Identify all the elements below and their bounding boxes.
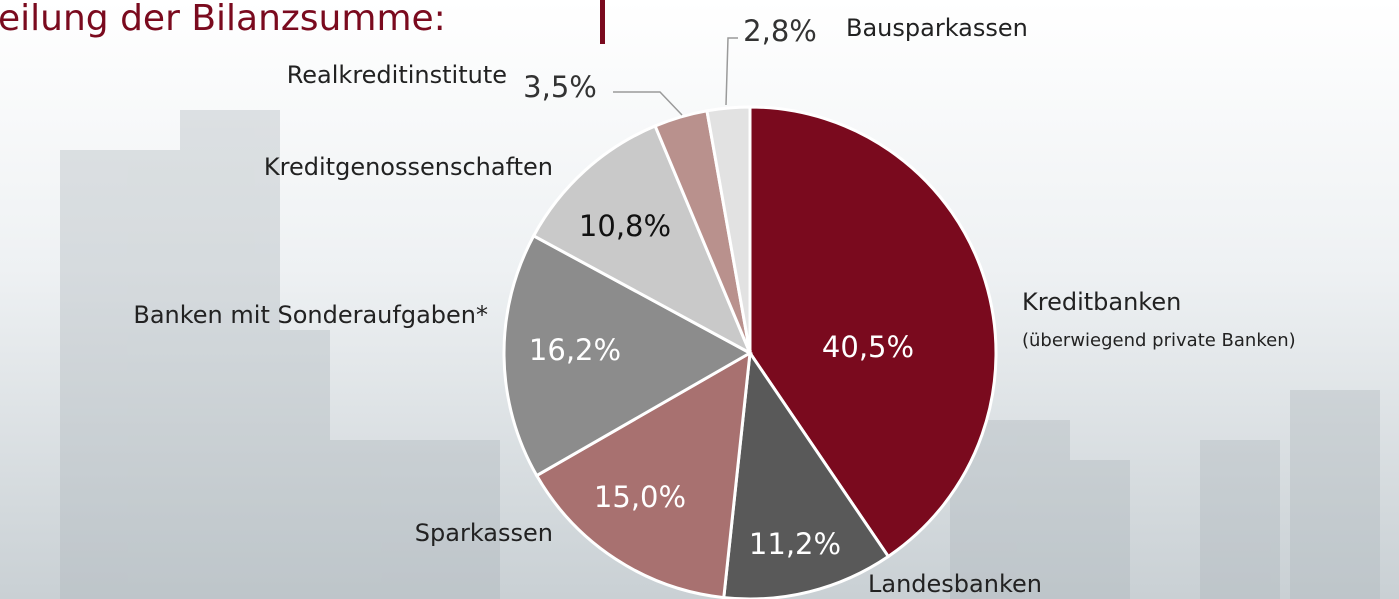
category-label: Realkreditinstitute bbox=[287, 61, 507, 89]
chart: eilung der Bilanzsumme: 40,5% Kreditbanke… bbox=[0, 0, 1399, 599]
value-label: 15,0% bbox=[594, 480, 686, 514]
category-label: Bausparkassen bbox=[846, 14, 1028, 42]
category-label: Kreditbanken bbox=[1022, 288, 1181, 316]
title-bar bbox=[600, 0, 605, 44]
category-label: Banken mit Sonderaufgaben* bbox=[133, 301, 488, 329]
chart-title: eilung der Bilanzsumme: bbox=[0, 0, 446, 39]
page: eilung der Bilanzsumme: 40,5% Kreditbanke… bbox=[0, 0, 1399, 599]
category-label: Kreditgenossenschaften bbox=[264, 153, 553, 181]
category-label: Sparkassen bbox=[415, 519, 553, 547]
value-label: 3,5% bbox=[523, 70, 597, 104]
category-note: (überwiegend private Banken) bbox=[1022, 330, 1296, 351]
category-label: Landesbanken bbox=[868, 570, 1042, 598]
value-label: 40,5% bbox=[822, 330, 914, 364]
value-label: 10,8% bbox=[579, 209, 671, 243]
value-label: 2,8% bbox=[743, 14, 817, 48]
value-label: 16,2% bbox=[529, 333, 621, 367]
value-label: 11,2% bbox=[749, 527, 841, 561]
